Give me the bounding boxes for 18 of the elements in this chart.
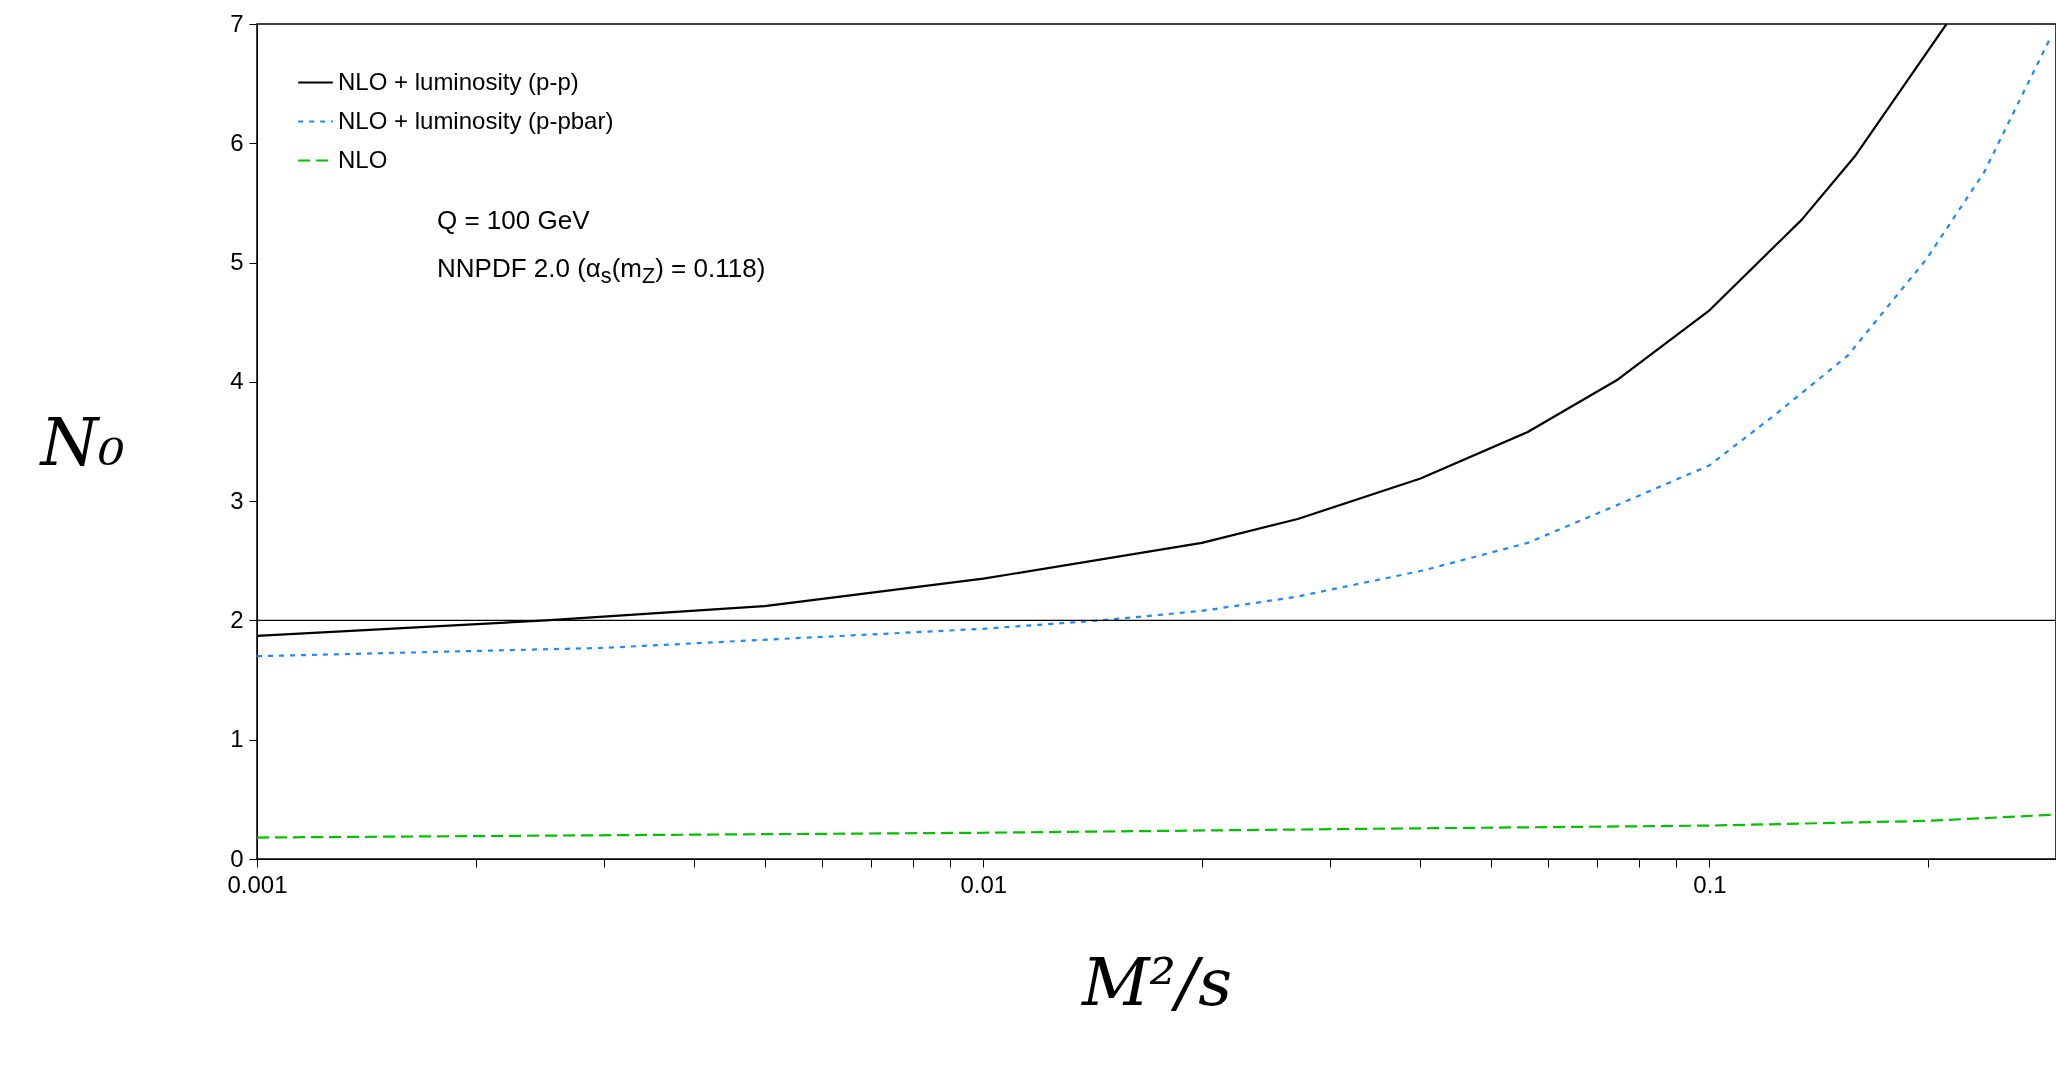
legend-label: NLO + luminosity (p-p) xyxy=(338,67,579,95)
annotation: Q = 100 GeV xyxy=(437,205,590,236)
y-tick-label: 5 xyxy=(230,248,244,276)
legend-label: NLO xyxy=(338,145,388,173)
y-tick-label: 1 xyxy=(230,725,244,753)
x-tick-label: 0.1 xyxy=(1693,870,1727,898)
y-tick-label: 2 xyxy=(230,605,244,633)
y-tick-label: 3 xyxy=(230,486,244,514)
y-tick-label: 6 xyxy=(230,128,244,156)
x-axis-title: M²/s xyxy=(1080,943,1233,1021)
annotation: NNPDF 2.0 (α$_{s}$(m$_{Z}$) = 0.118) xyxy=(437,253,766,290)
y-tick-label: 7 xyxy=(230,9,244,37)
x-tick-label: 0.001 xyxy=(227,870,288,898)
y-tick-label: 4 xyxy=(230,367,244,395)
y-tick-label: 0 xyxy=(230,844,244,872)
legend-label: NLO + luminosity (p-pbar) xyxy=(338,106,614,134)
y-axis-title: N₀ xyxy=(38,403,125,481)
x-tick-label: 0.01 xyxy=(960,870,1008,898)
